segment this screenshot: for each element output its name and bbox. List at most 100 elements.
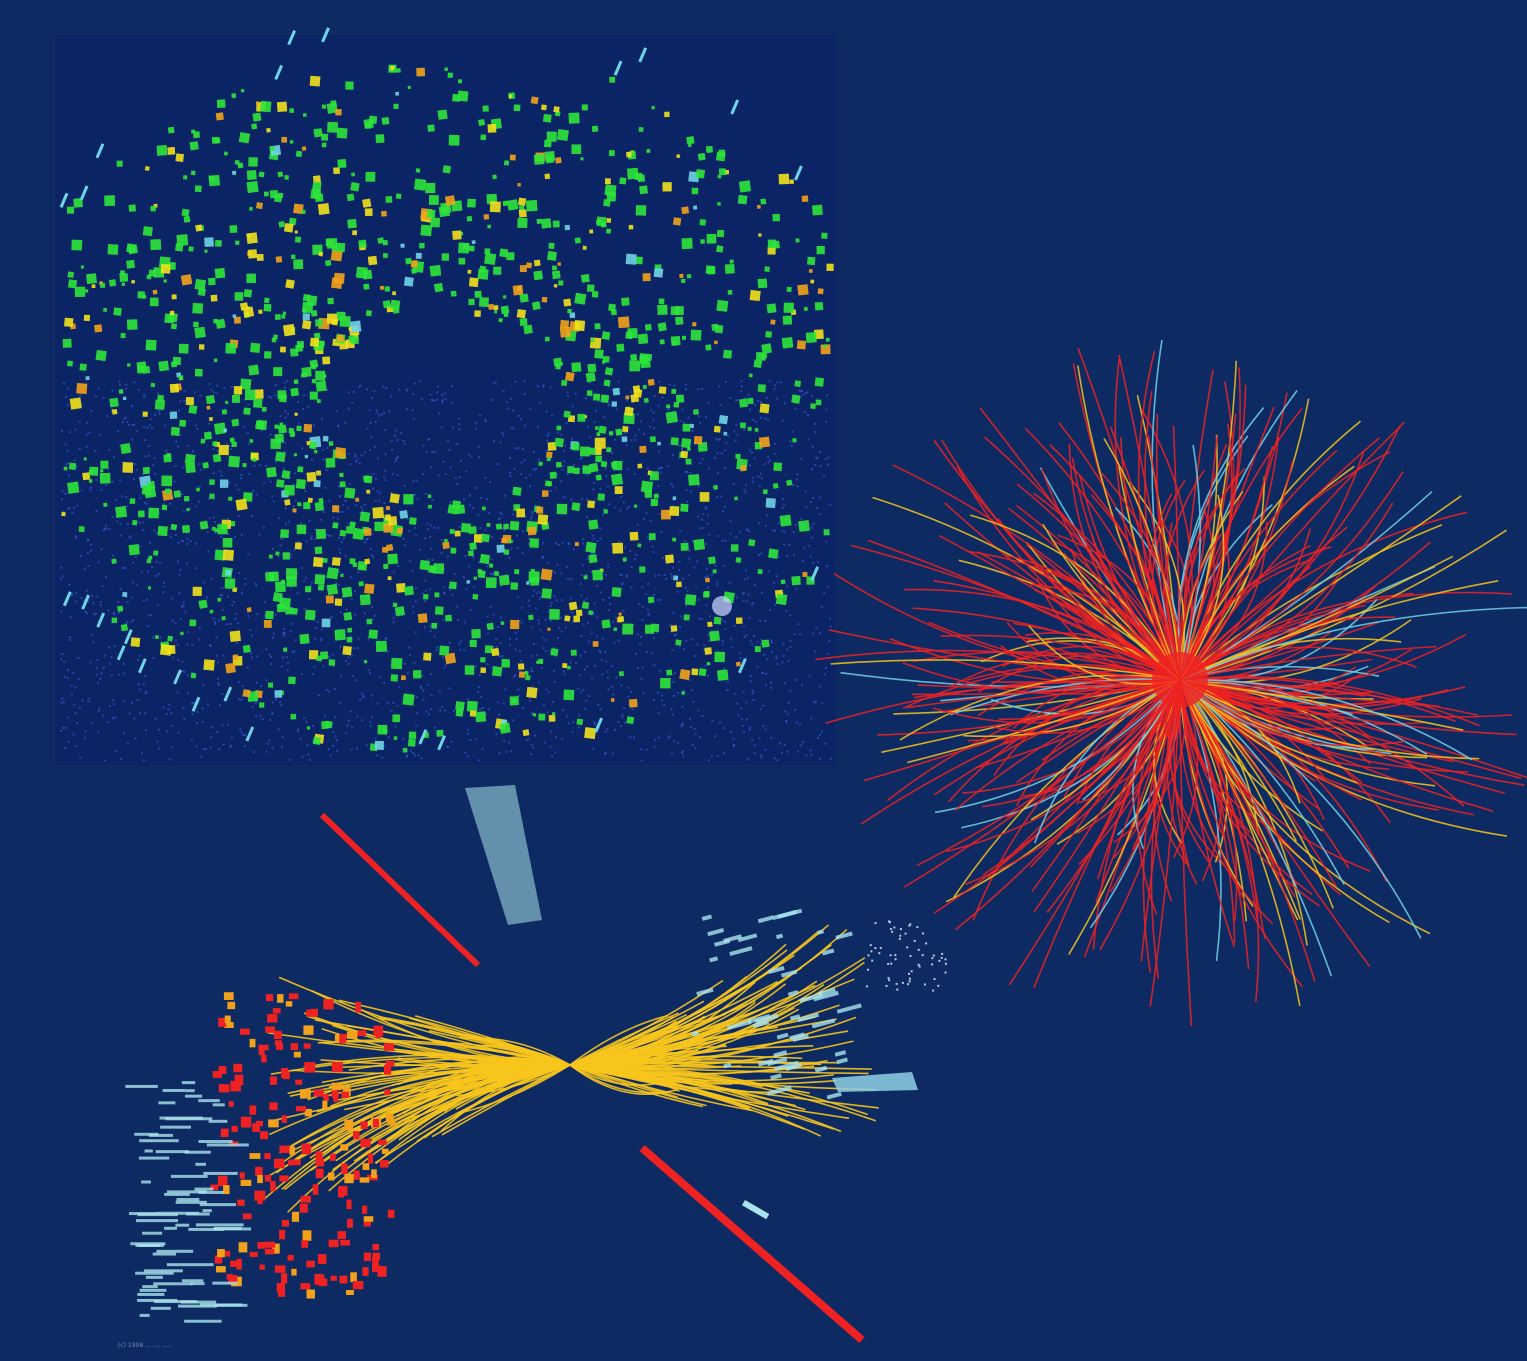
background-hit	[159, 561, 162, 564]
background-hit	[144, 455, 147, 458]
background-hit	[320, 639, 323, 642]
background-hit	[223, 387, 226, 390]
background-hit	[518, 649, 521, 652]
background-hit	[807, 438, 810, 441]
background-hit	[658, 380, 661, 383]
calo-hit	[346, 193, 355, 202]
background-hit	[437, 527, 440, 530]
energy-deposit	[304, 1062, 316, 1073]
calo-hit	[468, 526, 477, 535]
calo-hit	[243, 407, 251, 416]
background-hit	[660, 530, 663, 533]
particle-track	[940, 634, 1181, 681]
background-hit	[737, 714, 740, 717]
background-hit	[616, 408, 619, 411]
background-hit	[593, 721, 596, 724]
calo-hit	[756, 352, 765, 361]
background-hit	[829, 757, 832, 760]
background-hit	[90, 722, 93, 725]
calo-hit	[537, 514, 549, 525]
background-hit	[429, 708, 432, 711]
calo-hit	[167, 146, 176, 155]
background-hit	[144, 691, 147, 694]
background-hit	[783, 503, 786, 506]
calo-hit	[594, 447, 602, 456]
background-hit	[746, 528, 749, 531]
calo-hit	[474, 310, 481, 317]
calo-hit	[348, 327, 353, 331]
background-hit	[121, 495, 124, 498]
calo-hit	[443, 538, 448, 543]
background-hit	[672, 680, 675, 683]
calo-hit	[279, 422, 284, 427]
calo-hit	[82, 472, 91, 481]
calo-hit	[248, 206, 253, 211]
background-hit	[424, 537, 427, 540]
background-hit	[661, 396, 664, 399]
background-hit	[328, 655, 331, 658]
calo-hit	[780, 579, 786, 585]
calo-hit	[621, 297, 630, 306]
background-hit	[826, 652, 829, 655]
background-hit	[683, 597, 686, 600]
background-hit	[177, 659, 180, 662]
background-hit	[596, 584, 599, 587]
calo-hit	[274, 314, 281, 320]
background-hit	[176, 643, 179, 646]
background-hit	[313, 537, 316, 540]
background-hit	[278, 701, 281, 704]
background-hit	[413, 661, 416, 664]
background-hit	[674, 633, 677, 636]
calo-hit	[473, 576, 477, 580]
energy-deposit	[267, 1013, 278, 1023]
calo-hit	[587, 500, 595, 509]
energy-deposit	[387, 1118, 396, 1126]
background-hit	[608, 503, 611, 506]
background-hit	[597, 703, 600, 706]
calo-hit	[579, 446, 590, 457]
background-hit	[569, 661, 572, 664]
background-hit	[643, 517, 646, 520]
background-hit	[554, 542, 557, 545]
background-hit	[339, 674, 342, 677]
calo-hit	[347, 218, 357, 229]
calo-hit	[580, 157, 584, 161]
background-hit	[713, 562, 716, 565]
calo-hit	[252, 112, 262, 122]
background-hit	[705, 604, 708, 607]
calo-hit	[337, 159, 347, 169]
background-hit	[567, 543, 570, 546]
calo-hit	[734, 496, 738, 501]
background-hit	[403, 544, 406, 547]
muon-chamber-hit	[152, 1252, 177, 1256]
particle-track	[1140, 679, 1181, 962]
calo-hit	[523, 324, 533, 335]
calo-hit	[261, 406, 267, 412]
background-hit	[122, 732, 125, 735]
background-hit	[742, 625, 745, 628]
background-hit	[537, 619, 540, 622]
energy-deposit	[331, 1082, 342, 1091]
calo-hit	[779, 514, 792, 527]
background-hit	[829, 503, 832, 506]
energy-deposit	[304, 1108, 312, 1117]
particle-track	[1095, 679, 1181, 903]
calo-hit	[451, 500, 461, 510]
background-hit	[60, 658, 63, 661]
background-hit	[260, 429, 263, 432]
background-hit	[207, 430, 210, 433]
background-hit	[751, 739, 754, 742]
background-hit	[335, 739, 338, 742]
chamber-hit	[709, 956, 719, 963]
calo-hit	[676, 154, 681, 159]
background-hit	[579, 654, 582, 657]
background-hit	[681, 448, 684, 451]
background-hit	[736, 596, 739, 599]
calo-hit	[622, 425, 629, 433]
background-hit	[222, 654, 225, 657]
background-hit	[383, 412, 386, 415]
background-hit	[777, 522, 780, 525]
background-hit	[244, 583, 247, 586]
background-hit	[697, 485, 700, 488]
calo-hit	[761, 639, 770, 648]
